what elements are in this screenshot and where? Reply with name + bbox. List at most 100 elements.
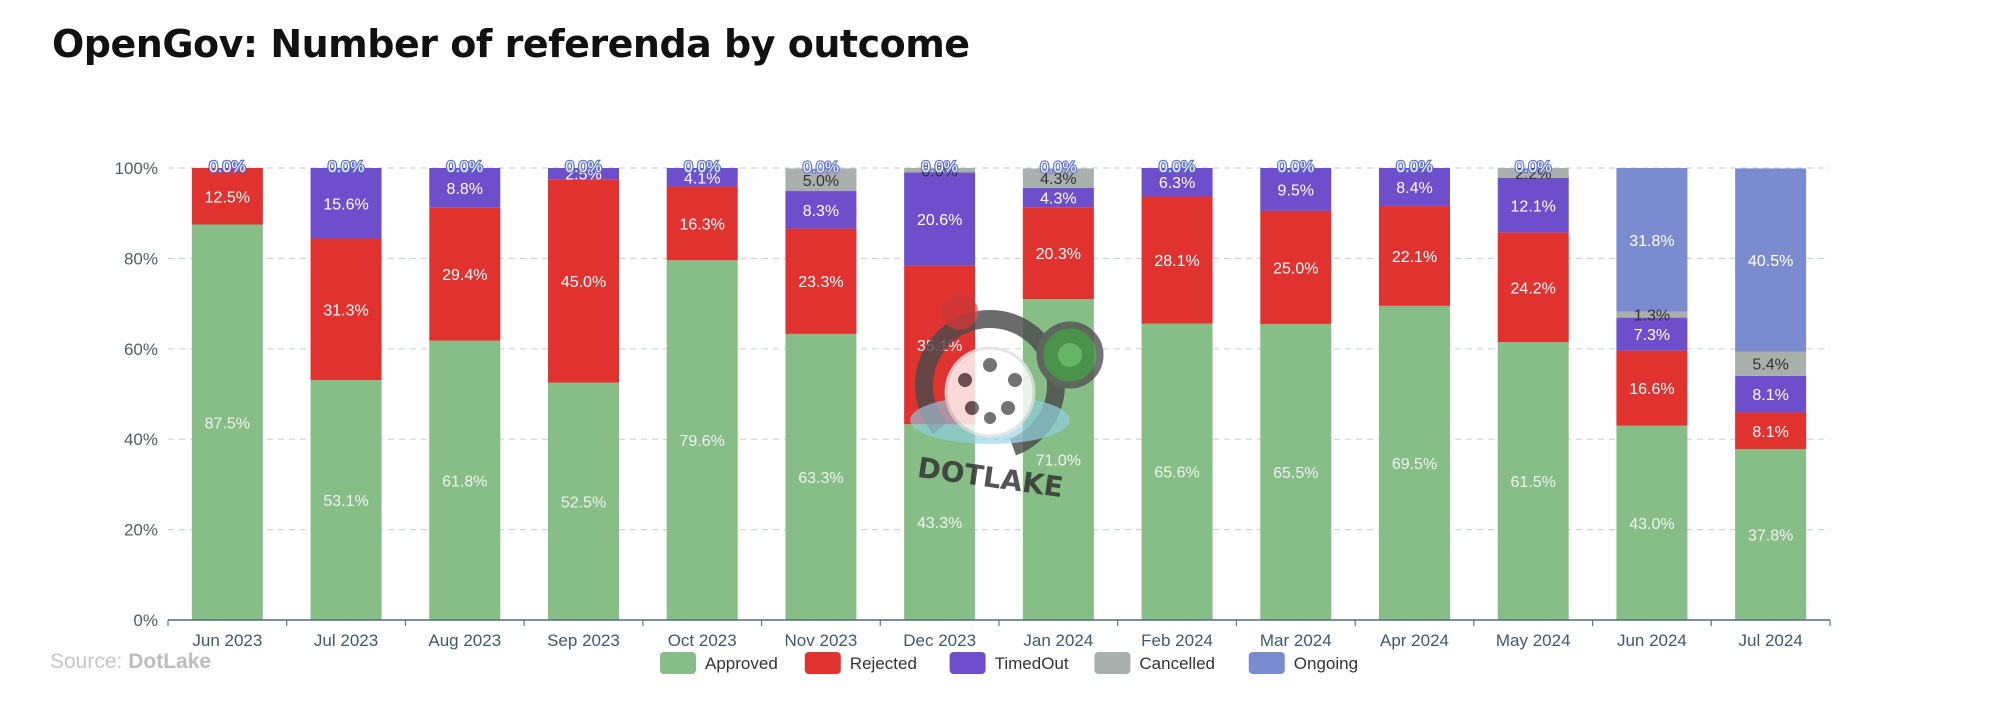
- bar-timedout: [1022, 187, 1094, 208]
- data-label: 4.3%: [1040, 191, 1076, 208]
- data-label: 24.2%: [1511, 280, 1556, 297]
- legend-item-rejected: Rejected: [804, 652, 917, 674]
- y-tick-label: 40%: [124, 430, 158, 449]
- bar-rejected: [310, 238, 382, 380]
- bar-approved: [904, 424, 976, 620]
- bar-timedout: [1735, 375, 1807, 413]
- data-label: 53.1%: [323, 493, 368, 510]
- data-label: 0.0%: [921, 163, 957, 180]
- bar-approved: [785, 333, 857, 620]
- data-label: 71.0%: [1036, 453, 1081, 470]
- data-label: 8.4%: [1396, 180, 1432, 197]
- x-tick-label: Feb 2024: [1141, 631, 1213, 650]
- legend-swatch: [1248, 652, 1285, 674]
- bar-cancelled: [1022, 168, 1094, 188]
- source-prefix: Source:: [50, 650, 123, 673]
- data-label: 8.8%: [447, 181, 483, 198]
- legend-swatch: [949, 652, 986, 674]
- data-label: 0.0%: [803, 159, 839, 176]
- data-label: 15.6%: [323, 196, 368, 213]
- data-label: 22.1%: [1392, 249, 1437, 266]
- data-label: 45.0%: [561, 274, 606, 291]
- data-label: 12.5%: [205, 189, 250, 206]
- data-label: 0.0%: [328, 159, 364, 176]
- data-label: 25.0%: [1273, 260, 1318, 277]
- data-label: 0.0%: [209, 159, 245, 176]
- legend-swatch: [804, 652, 841, 674]
- x-tick-label: Dec 2023: [903, 631, 976, 650]
- bar-approved: [1497, 342, 1569, 620]
- data-labels: 87.5%12.5%0.0%0.0%0.0%53.1%31.3%15.6%0.0…: [205, 158, 1794, 545]
- legend-label: Rejected: [850, 654, 917, 673]
- bar-ongoing: [1735, 168, 1807, 352]
- x-tick-label: Jan 2024: [1023, 631, 1093, 650]
- legend-swatch: [1094, 652, 1131, 674]
- bar-approved: [191, 224, 263, 620]
- x-tick-label: Mar 2024: [1260, 631, 1332, 650]
- data-label: 0.0%: [1159, 159, 1195, 176]
- bar-approved: [429, 340, 501, 620]
- data-label: 0.0%: [447, 159, 483, 176]
- data-label: 20.3%: [1036, 246, 1081, 263]
- data-label: 8.1%: [1752, 387, 1788, 404]
- bar-approved: [666, 260, 738, 620]
- legend-item-ongoing: Ongoing: [1248, 652, 1358, 674]
- y-tick-label: 80%: [124, 249, 158, 268]
- data-label: 65.5%: [1273, 465, 1318, 482]
- data-label: 2.2%: [1515, 166, 1551, 183]
- bar-rejected: [1022, 207, 1094, 300]
- data-label: 20.6%: [917, 212, 962, 229]
- legend-swatch: [660, 652, 696, 674]
- legend: Approved Rejected TimedOut Cancelled Ongoing: [660, 652, 1358, 674]
- data-label: 5.4%: [1752, 357, 1788, 374]
- data-label: 16.6%: [1629, 381, 1674, 398]
- bar-rejected: [548, 179, 619, 383]
- data-label: 29.4%: [442, 267, 487, 284]
- bar-timedout: [666, 168, 738, 187]
- x-tick-label: Jul 2024: [1739, 631, 1803, 650]
- data-label: 40.5%: [1748, 253, 1793, 270]
- bar-timedout: [1379, 168, 1450, 206]
- bar-rejected: [1735, 412, 1807, 450]
- bar-approved: [1735, 449, 1807, 620]
- x-tick-label: Nov 2023: [785, 631, 858, 650]
- bar-cancelled: [785, 168, 857, 192]
- source-name: DotLake: [128, 650, 212, 673]
- bar-timedout: [1616, 317, 1688, 351]
- data-label: 63.3%: [798, 470, 843, 487]
- data-label: 37.8%: [1748, 528, 1793, 545]
- data-label: 0.0%: [1040, 159, 1076, 176]
- legend-item-cancelled: Cancelled: [1094, 652, 1215, 674]
- bar-timedout: [310, 168, 382, 239]
- dotlake-watermark-logo: DOTLAKE: [910, 294, 1104, 504]
- legend-label: Ongoing: [1294, 654, 1358, 673]
- data-label: 61.8%: [442, 473, 487, 490]
- data-label: 79.6%: [680, 433, 725, 450]
- data-label: 0.0%: [565, 159, 601, 176]
- data-label: 4.1%: [684, 170, 720, 187]
- data-label: 8.3%: [803, 203, 839, 220]
- y-axis: 0% 20% 40% 60% 80% 100%: [115, 159, 158, 630]
- data-label: 69.5%: [1392, 456, 1437, 473]
- bar-cancelled: [1616, 311, 1688, 318]
- data-label: 0.0%: [209, 159, 245, 176]
- bar-timedout: [1260, 168, 1332, 211]
- bar-rejected: [666, 186, 738, 261]
- x-tick-label: Jun 2023: [192, 631, 262, 650]
- data-label: 0.0%: [1396, 159, 1432, 176]
- data-label: 9.5%: [1278, 182, 1314, 199]
- bar-approved: [310, 379, 382, 620]
- bar-timedout: [548, 168, 619, 180]
- data-label: 0.0%: [209, 159, 245, 176]
- data-label: 28.1%: [1154, 253, 1199, 270]
- legend-label: TimedOut: [995, 654, 1069, 673]
- bar-cancelled: [1497, 168, 1569, 178]
- y-tick-label: 0%: [133, 611, 158, 630]
- x-tick-label: Jul 2023: [314, 631, 378, 650]
- data-label: 87.5%: [205, 415, 250, 432]
- bar-timedout: [429, 168, 501, 208]
- data-label: 0.0%: [1278, 159, 1314, 176]
- data-label: 0.0%: [1396, 159, 1432, 176]
- bar-rejected: [1260, 210, 1332, 324]
